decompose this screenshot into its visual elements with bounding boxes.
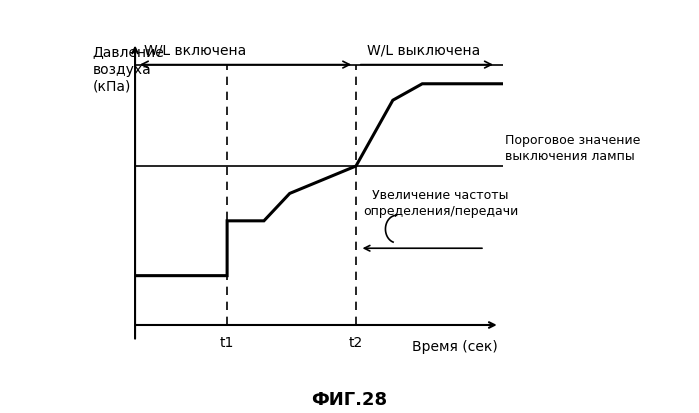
Text: W/L выключена: W/L выключена — [367, 44, 480, 58]
Text: W/L включена: W/L включена — [144, 44, 246, 58]
Text: Время (сек): Время (сек) — [412, 340, 498, 354]
Text: Пороговое значение
выключения лампы: Пороговое значение выключения лампы — [505, 134, 640, 163]
Text: t2: t2 — [349, 336, 363, 350]
Text: t1: t1 — [220, 336, 234, 350]
Text: Увеличение частоты
определения/передачи: Увеличение частоты определения/передачи — [363, 189, 518, 218]
Text: ФИГ.28: ФИГ.28 — [312, 391, 387, 409]
Text: Давление
воздуха
(кПа): Давление воздуха (кПа) — [93, 45, 164, 94]
